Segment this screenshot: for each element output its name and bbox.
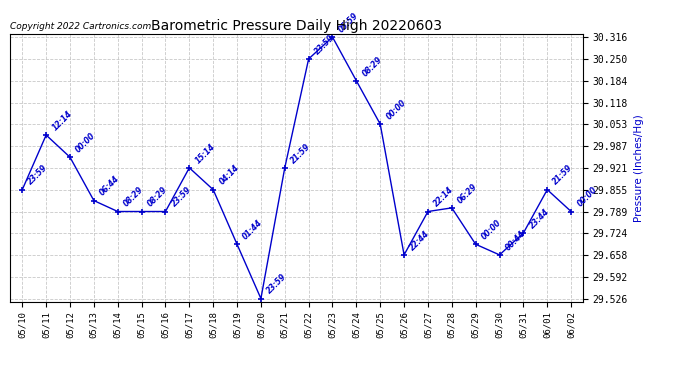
Text: 08:29: 08:29: [122, 185, 145, 209]
Y-axis label: Pressure (Inches/Hg): Pressure (Inches/Hg): [633, 114, 644, 222]
Text: 01:44: 01:44: [241, 218, 264, 242]
Text: 06:29: 06:29: [456, 182, 480, 205]
Text: 22:14: 22:14: [432, 185, 455, 209]
Text: 23:59: 23:59: [313, 33, 336, 56]
Text: 08:29: 08:29: [360, 55, 384, 78]
Text: 00:00: 00:00: [480, 218, 503, 242]
Text: 00:44: 00:44: [504, 229, 527, 252]
Text: 12:14: 12:14: [50, 109, 74, 132]
Text: 06:44: 06:44: [98, 174, 121, 198]
Text: 23:44: 23:44: [528, 207, 551, 230]
Text: 04:14: 04:14: [217, 164, 241, 187]
Text: 21:59: 21:59: [289, 142, 313, 165]
Text: 23:59: 23:59: [265, 273, 288, 296]
Text: 23:59: 23:59: [170, 185, 193, 209]
Text: 22:44: 22:44: [408, 229, 431, 252]
Text: 23:59: 23:59: [26, 164, 50, 187]
Text: 00:00: 00:00: [384, 98, 408, 122]
Text: 00:00: 00:00: [575, 185, 599, 209]
Text: 15:14: 15:14: [193, 142, 217, 165]
Text: Copyright 2022 Cartronics.com: Copyright 2022 Cartronics.com: [10, 22, 152, 31]
Text: 21:59: 21:59: [551, 164, 575, 187]
Text: 08:29: 08:29: [146, 185, 169, 209]
Title: Barometric Pressure Daily High 20220603: Barometric Pressure Daily High 20220603: [151, 19, 442, 33]
Text: 05:59: 05:59: [337, 11, 360, 34]
Text: 00:00: 00:00: [74, 131, 97, 154]
